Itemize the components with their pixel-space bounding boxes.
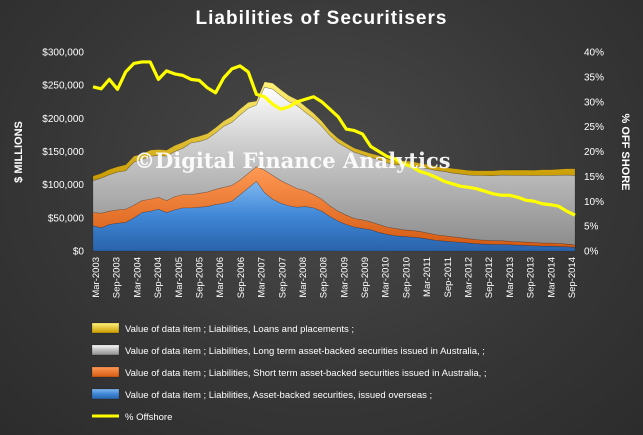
y-tick-label: $50,000	[48, 213, 85, 224]
x-tick-label: Sep-2013	[526, 257, 537, 298]
x-tick-label: Mar-2013	[505, 257, 516, 298]
legend-swatch-loans-placements	[91, 322, 120, 334]
chart-title: Liabilities of Securitisers	[195, 8, 448, 29]
x-tick-label: Mar-2012	[464, 257, 475, 298]
y-tick-label: $150,000	[42, 147, 84, 158]
y-tick-label: $250,000	[42, 81, 84, 92]
x-tick-label: Sep-2004	[153, 257, 164, 298]
area-loans-placements	[92, 81, 576, 182]
x-tick-label: Sep-2012	[484, 257, 495, 298]
legend-swatch-asset-backed-overseas	[91, 388, 120, 400]
x-tick-label: Sep-2008	[319, 257, 330, 298]
area-short-term-abs-australia	[92, 166, 576, 248]
y-tick-label: $200,000	[42, 114, 84, 125]
x-tick-label: Sep-2007	[277, 257, 288, 298]
x-tick-label: Sep-2009	[360, 257, 371, 298]
legend-label-loans-placements: Value of data item ; Liabilities, Loans …	[125, 324, 354, 335]
y-tick-label: $0	[73, 247, 85, 258]
legend-label-long-term-abs-australia: Value of data item ; Liabilities, Long t…	[125, 346, 485, 357]
x-tick-label: Sep-2006	[236, 257, 247, 298]
legend-swatch-long-term-abs-australia	[91, 344, 120, 356]
y-tick-label: $300,000	[42, 48, 84, 59]
x-tick-label: Sep-2010	[401, 257, 412, 298]
y2-tick-label: 20%	[584, 147, 604, 158]
x-tick-label: Mar-2006	[215, 257, 226, 298]
x-tick-label: Mar-2008	[298, 257, 309, 298]
x-tick-label: Sep-2014	[567, 257, 578, 298]
x-tick-label: Sep-2005	[194, 257, 205, 298]
x-tick-label: Mar-2004	[132, 257, 143, 298]
y-axis-title: $ MILLIONS	[13, 121, 25, 183]
y2-tick-label: 10%	[584, 197, 604, 208]
x-tick-label: Mar-2014	[546, 257, 557, 298]
area-long-term-abs-australia	[92, 86, 576, 246]
x-tick-label: Mar-2007	[257, 257, 268, 298]
x-tick-label: Mar-2005	[174, 257, 185, 298]
y2-axis-title: % OFF SHORE	[619, 113, 631, 190]
y-tick-label: $100,000	[42, 180, 84, 191]
y2-tick-label: 15%	[584, 172, 604, 183]
y2-tick-label: 40%	[584, 48, 604, 59]
legend-label-offshore: % Offshore	[125, 412, 172, 423]
y2-tick-label: 25%	[584, 122, 604, 133]
x-tick-label: Mar-2009	[339, 257, 350, 298]
x-tick-label: Sep-2011	[443, 257, 454, 298]
y2-tick-label: 5%	[584, 222, 599, 233]
y2-tick-label: 30%	[584, 97, 604, 108]
x-tick-label: Mar-2011	[422, 257, 433, 297]
legend-label-short-term-abs-australia: Value of data item ; Liabilities, Short …	[125, 368, 487, 379]
legend-label-asset-backed-overseas: Value of data item ; Liabilities, Asset-…	[125, 390, 432, 401]
offshore-line	[92, 60, 576, 217]
x-tick-label: Mar-2003	[91, 257, 102, 298]
y2-tick-label: 35%	[584, 72, 604, 83]
watermark-text: ©Digital Finance Analytics	[134, 148, 451, 173]
y2-tick-label: 0%	[584, 247, 599, 258]
x-tick-label: Mar-2010	[381, 257, 392, 298]
x-tick-label: Sep-2003	[112, 257, 123, 298]
legend-swatch-short-term-abs-australia	[91, 366, 120, 378]
